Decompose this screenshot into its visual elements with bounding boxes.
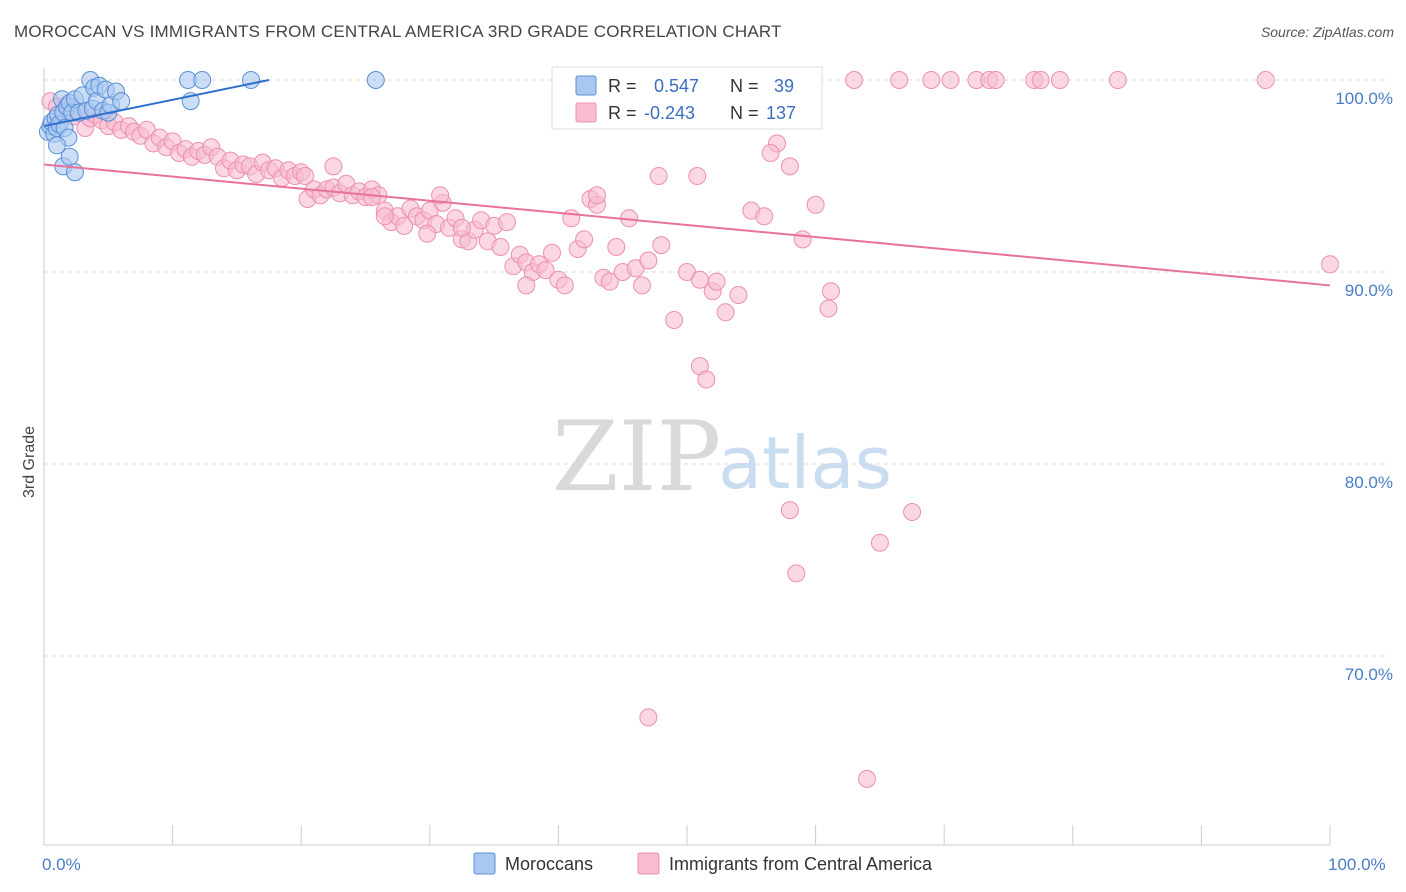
point-moroccans (47, 136, 66, 155)
point-immigrants (793, 230, 812, 249)
point-immigrants (729, 286, 748, 304)
legend-r-value-2: -0.243 (644, 103, 695, 123)
point-moroccans (60, 147, 79, 166)
point-immigrants (707, 272, 726, 291)
point-immigrants (780, 157, 799, 176)
point-immigrants (716, 303, 735, 322)
point-immigrants (639, 708, 658, 727)
point-immigrants (649, 167, 668, 185)
point-immigrants (697, 370, 716, 389)
bottom-legend-swatch-immigrants (637, 852, 660, 875)
point-immigrants (845, 71, 864, 89)
point-immigrants (755, 207, 774, 226)
point-immigrants (806, 195, 825, 214)
point-immigrants (375, 207, 394, 226)
point-immigrants (780, 501, 799, 520)
point-immigrants (607, 238, 626, 256)
legend-n-value-1: 39 (774, 76, 794, 96)
watermark: ZIP atlas (552, 401, 892, 513)
y-tick-label: 80.0% (1345, 473, 1393, 492)
point-immigrants (600, 272, 619, 291)
bottom-legend-swatch-moroccans (473, 852, 496, 875)
point-immigrants (395, 216, 414, 235)
bottom-legend: Moroccans Immigrants from Central Americ… (473, 852, 933, 875)
point-immigrants (1031, 71, 1050, 89)
point-immigrants (498, 213, 516, 232)
legend-r-value-1: 0.547 (654, 76, 699, 96)
legend-swatch-moroccans (575, 75, 597, 96)
point-immigrants (517, 276, 536, 295)
axes (43, 68, 1331, 846)
point-immigrants (588, 186, 606, 205)
point-moroccans (112, 92, 131, 111)
chart-title: MOROCCAN VS IMMIGRANTS FROM CENTRAL AMER… (14, 22, 782, 41)
point-immigrants (787, 564, 806, 583)
point-moroccans (193, 71, 212, 89)
x-tick-label-min: 0.0% (42, 855, 81, 874)
point-immigrants (941, 71, 960, 89)
point-moroccans (366, 71, 385, 89)
point-immigrants (665, 311, 684, 329)
y-tick-labels: 70.0% 80.0% 90.0% 100.0% (1335, 89, 1393, 684)
legend-n-value-2: 137 (766, 103, 796, 123)
point-immigrants (633, 276, 651, 295)
point-immigrants (822, 282, 840, 301)
point-immigrants (1108, 71, 1127, 89)
point-immigrants (575, 230, 594, 249)
point-immigrants (1256, 71, 1275, 89)
watermark-atlas: atlas (718, 421, 892, 505)
y-tick-label: 100.0% (1335, 89, 1393, 108)
point-immigrants (418, 224, 437, 243)
point-immigrants (639, 251, 658, 270)
legend: R = 0.547 N = 39 R = -0.243 N = 137 (551, 66, 823, 130)
legend-n-label-2: N = (730, 103, 759, 123)
point-immigrants (536, 261, 555, 280)
point-immigrants (890, 71, 909, 89)
legend-swatch-immigrants (575, 102, 597, 123)
point-immigrants (324, 157, 343, 176)
point-immigrants (296, 167, 315, 185)
bottom-legend-label-immigrants: Immigrants from Central America (669, 854, 933, 874)
y-tick-label: 90.0% (1345, 281, 1393, 300)
legend-r-label-2: R = (608, 103, 637, 123)
legend-box (551, 66, 823, 130)
point-immigrants (543, 243, 561, 262)
series-immigrants-central-america (41, 71, 1339, 788)
point-immigrants (986, 71, 1005, 89)
point-immigrants (555, 276, 574, 295)
point-immigrants (1050, 71, 1069, 89)
point-immigrants (858, 769, 876, 788)
point-immigrants (870, 533, 889, 552)
point-immigrants (688, 167, 707, 185)
x-tick-label-max: 100.0% (1328, 855, 1386, 874)
point-immigrants (922, 71, 941, 89)
point-immigrants (1321, 255, 1339, 274)
point-immigrants (903, 503, 922, 521)
trend-line-moroccans (43, 79, 270, 128)
point-immigrants (819, 299, 838, 318)
point-immigrants (761, 144, 780, 162)
trend-line-immigrants (43, 163, 1331, 287)
point-moroccans (242, 71, 260, 89)
legend-n-label-1: N = (730, 76, 759, 96)
y-tick-label: 70.0% (1345, 665, 1393, 684)
point-immigrants (491, 238, 510, 256)
trend-lines (43, 79, 1331, 287)
point-immigrants (562, 209, 581, 228)
watermark-zip: ZIP (552, 401, 721, 513)
legend-r-label-1: R = (608, 76, 637, 96)
source-label: Source: ZipAtlas.com (1260, 24, 1394, 40)
point-immigrants (652, 236, 671, 255)
y-axis-label: 3rd Grade (21, 426, 38, 498)
point-immigrants (452, 218, 471, 237)
bottom-legend-label-moroccans: Moroccans (505, 854, 593, 874)
point-immigrants (431, 186, 450, 205)
point-immigrants (362, 188, 381, 207)
